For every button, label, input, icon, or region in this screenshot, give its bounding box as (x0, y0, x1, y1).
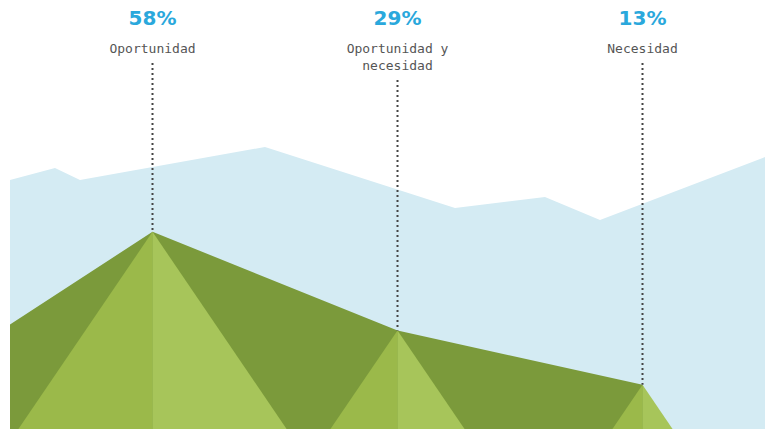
svg-text:necesidad: necesidad (362, 58, 432, 73)
svg-text:29%: 29% (374, 6, 422, 30)
svg-text:Necesidad: Necesidad (607, 41, 677, 56)
svg-text:Oportunidad y: Oportunidad y (347, 41, 449, 56)
svg-text:58%: 58% (129, 6, 177, 30)
svg-text:13%: 13% (619, 6, 667, 30)
svg-text:Oportunidad: Oportunidad (109, 41, 195, 56)
